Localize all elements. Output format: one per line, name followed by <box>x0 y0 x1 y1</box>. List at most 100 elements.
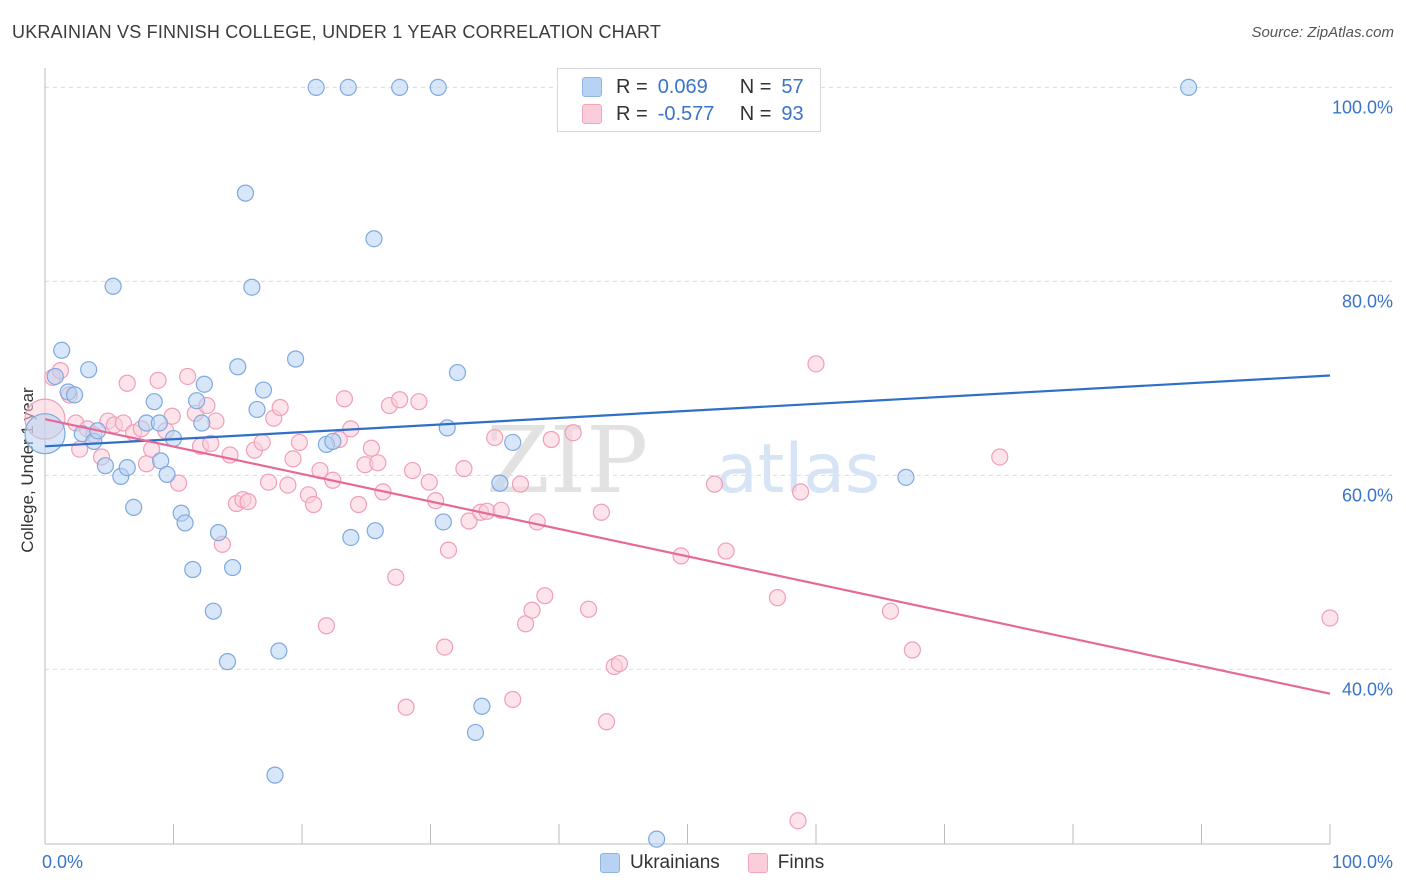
finns-point <box>369 454 387 472</box>
finns-point <box>542 430 560 449</box>
finns-point <box>610 654 628 673</box>
ukrainians-point <box>236 184 255 202</box>
legend-label-finns: Finns <box>777 852 825 873</box>
finns-point <box>239 492 257 511</box>
ukrainians-point <box>248 400 266 419</box>
finns-point <box>511 475 530 493</box>
finns-point <box>259 473 278 491</box>
finns-trend-line <box>44 418 1331 695</box>
legend-row-ukrainians: R = 0.069 N = 57 <box>582 75 804 99</box>
finns-point <box>397 698 415 716</box>
ukrainians-point <box>46 367 64 386</box>
legend-n-value: 93 <box>781 102 804 125</box>
finns-point <box>705 475 724 493</box>
y-tick-label: 100.0% <box>1332 97 1393 117</box>
ukrainians-point <box>324 432 342 451</box>
legend-r-label: R = <box>616 102 648 125</box>
ukrainians-point <box>204 602 222 620</box>
trend-lines <box>44 374 1331 695</box>
finns-point <box>1321 609 1339 627</box>
ukrainians-point <box>158 465 176 484</box>
chart-title: UKRAINIAN VS FINNISH COLLEGE, UNDER 1 YE… <box>12 22 662 42</box>
legend-row-finns: R = -0.577 N = 93 <box>582 102 804 126</box>
ukrainians-point <box>125 498 143 517</box>
ukrainians-point <box>150 414 168 432</box>
finns-swatch <box>747 853 768 873</box>
watermark: ZIP atlas <box>486 407 881 514</box>
y-tick-label: 80.0% <box>1342 291 1393 311</box>
chart-source: Source: ZipAtlas.com <box>1251 24 1394 41</box>
series-legend: Ukrainians Finns <box>600 852 852 874</box>
ukrainians-point <box>429 78 447 97</box>
ukrainians-point <box>65 386 84 404</box>
finns-point <box>791 483 810 501</box>
legend-r-value: -0.577 <box>657 102 715 125</box>
finns-point <box>335 390 354 408</box>
x-tick-label-right: 100.0% <box>1332 852 1393 872</box>
ukrainians-point <box>339 78 357 97</box>
x-tick-label-left: 0.0% <box>42 852 83 872</box>
finns-point <box>349 495 368 514</box>
legend-r-value: 0.069 <box>657 75 708 98</box>
finns-point <box>768 589 787 607</box>
ukrainians-point <box>491 474 509 492</box>
finns-point <box>460 512 478 530</box>
finns-point <box>492 501 510 519</box>
ukrainians-point <box>80 361 98 379</box>
finns-point <box>436 638 454 656</box>
gridlines <box>45 86 1392 670</box>
finns-point <box>179 367 197 386</box>
ukrainians-point <box>118 459 136 477</box>
ukrainians-point <box>466 723 485 742</box>
finns-point <box>579 600 598 618</box>
ukrainians-point <box>176 514 194 532</box>
ukrainians-point <box>266 766 284 784</box>
ukrainians-point <box>307 78 325 97</box>
finns-point <box>137 455 156 473</box>
ukrainians-point <box>218 653 237 671</box>
ukrainians-point <box>209 524 228 542</box>
tick-labels: 40.0% 60.0% 80.0% 100.0% 0.0% 100.0% <box>42 97 1393 872</box>
finns-point <box>279 476 297 494</box>
ukrainians-point <box>188 392 206 410</box>
finns-point <box>387 568 405 586</box>
ukrainians-point <box>1180 78 1198 97</box>
finns-point <box>592 503 611 521</box>
finns-point <box>789 812 807 830</box>
legend-item-ukrainians[interactable]: Ukrainians <box>600 852 720 874</box>
ukrainians-point <box>145 393 163 411</box>
finns-point <box>536 587 554 605</box>
correlation-legend: R = 0.069 N = 57 R = -0.577 N = 93 <box>557 68 821 132</box>
ukrainians-point <box>897 468 915 486</box>
data-points <box>24 78 1339 848</box>
ukrainians-point <box>243 278 261 296</box>
finns-point <box>597 713 616 731</box>
legend-label-ukrainians: Ukrainians <box>630 852 720 873</box>
ukrainians-point <box>504 433 522 452</box>
axes <box>44 68 1331 845</box>
finns-point <box>410 393 428 411</box>
finns-point <box>290 433 309 452</box>
finns-point <box>439 541 458 559</box>
ukrainians-swatch <box>582 77 602 97</box>
finns-point <box>118 374 136 392</box>
ukrainians-point <box>473 697 491 715</box>
ukrainians-point <box>342 528 360 547</box>
y-tick-label: 40.0% <box>1342 679 1393 699</box>
ukrainians-point <box>96 457 114 475</box>
ukrainians-point <box>53 341 71 359</box>
finns-point <box>420 473 438 491</box>
finns-point <box>304 495 323 514</box>
ukrainians-point <box>286 350 305 368</box>
finns-point <box>403 461 422 480</box>
finns-point <box>391 391 409 409</box>
ukrainians-point <box>366 522 384 540</box>
finns-point <box>362 439 380 457</box>
finns-point <box>149 371 167 389</box>
finns-point <box>455 460 473 478</box>
finns-point <box>271 398 289 417</box>
finns-point <box>170 474 188 492</box>
ukrainians-point <box>224 558 242 577</box>
legend-item-finns[interactable]: Finns <box>747 852 825 874</box>
ukrainians-point <box>648 830 666 848</box>
